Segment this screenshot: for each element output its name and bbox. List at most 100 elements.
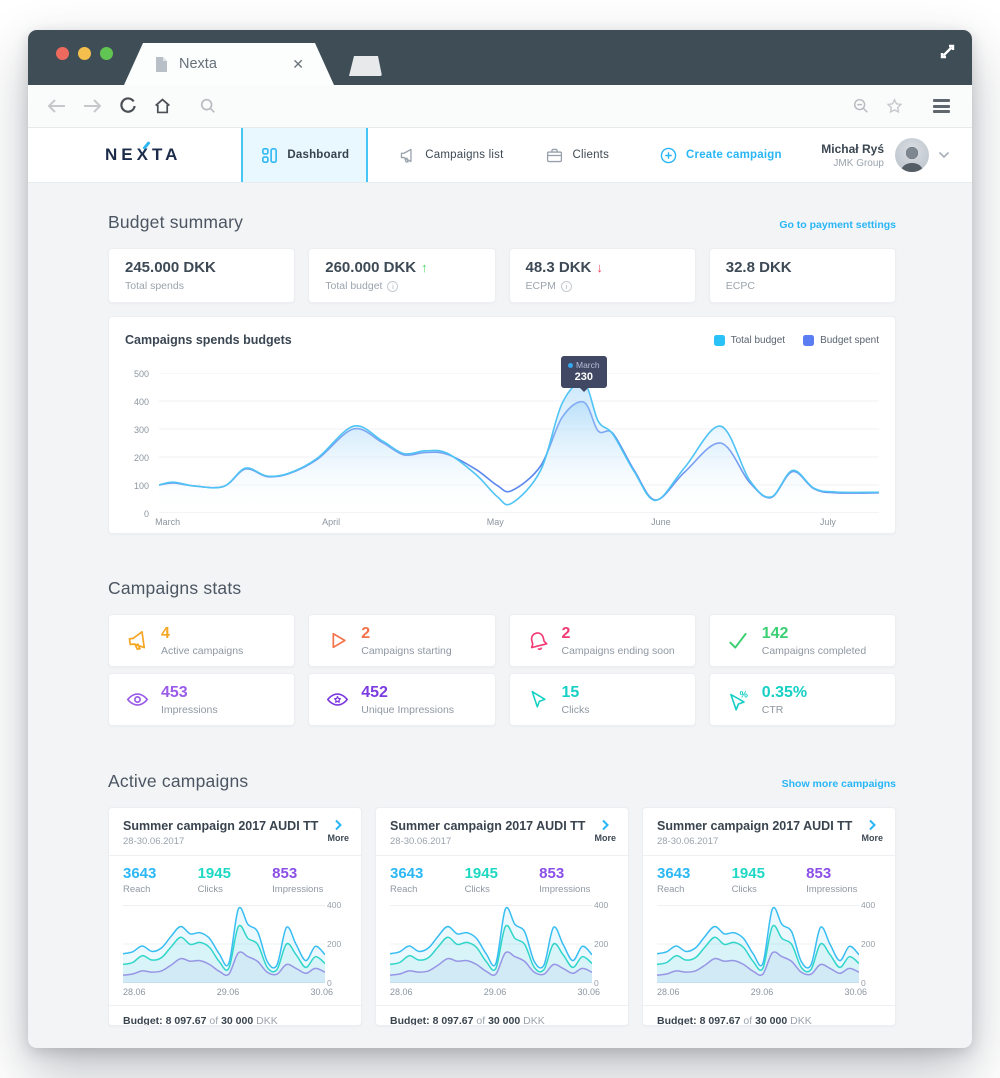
page-icon: [154, 56, 169, 73]
spend-chart-svg: [159, 373, 879, 513]
user-company: JMK Group: [833, 157, 884, 169]
budget-value: 48.3 DKK: [525, 259, 592, 276]
chart-tooltip: March 230: [560, 356, 607, 392]
stat-value: 2: [361, 624, 371, 642]
spend-chart-plot[interactable]: March 230: [159, 356, 879, 513]
campaign-dates: 28-30.06.2017: [123, 836, 185, 847]
minimize-window-button[interactable]: [78, 47, 91, 60]
budget-cards: 245.000 DKK Total spends 260.000 DKK ↑ T…: [108, 248, 896, 303]
legend-budget-spent[interactable]: Budget spent: [803, 334, 879, 346]
svg-text:%: %: [739, 689, 747, 699]
tab-campaigns-list[interactable]: Campaigns list: [384, 128, 517, 182]
stat-label: Active campaigns: [161, 644, 244, 657]
stat-label: Unique Impressions: [361, 703, 455, 716]
browser-tab[interactable]: Nexta ✕: [124, 43, 334, 85]
show-more-campaigns-link[interactable]: Show more campaigns: [781, 778, 896, 790]
campaign-card: Summer campaign 2017 AUDI TT 28-30.06.20…: [642, 807, 896, 1026]
browser-toolbar: [28, 85, 972, 128]
y-axis-labels: 0 100 200 300 400 500: [133, 369, 149, 519]
stat-value: 15: [561, 683, 580, 701]
mini-chart-svg: [123, 905, 325, 983]
create-campaign-label: Create campaign: [686, 149, 782, 161]
info-icon[interactable]: i: [560, 280, 572, 292]
nexta-logo[interactable]: NE X TA: [105, 145, 181, 165]
tab-clients[interactable]: Clients: [531, 128, 623, 182]
new-tab-button[interactable]: [345, 56, 382, 76]
campaign-stat-clicks: 1945 Clicks: [464, 865, 498, 895]
budget-card-ecpm: 48.3 DKK ↓ ECPM i: [508, 248, 696, 303]
search-icon[interactable]: [199, 97, 217, 115]
plus-circle-icon: [659, 146, 678, 165]
briefcase-icon: [545, 146, 564, 165]
campaign-dates: 28-30.06.2017: [390, 836, 452, 847]
cursor-icon: [524, 688, 552, 711]
campaign-stat-cards: 4 Active campaigns 2 Campaigns starting: [108, 614, 896, 726]
stat-label: Clicks: [561, 703, 590, 716]
home-icon[interactable]: [153, 97, 172, 115]
campaign-mini-chart[interactable]: 400 200 0: [390, 900, 608, 988]
campaign-title: Summer campaign 2017 AUDI TT: [390, 819, 586, 833]
tooltip-label: March: [575, 360, 600, 370]
forward-icon[interactable]: [82, 98, 103, 114]
logo-text: NE: [105, 145, 137, 164]
close-window-button[interactable]: [56, 47, 69, 60]
stat-label: Campaigns starting: [361, 644, 452, 657]
fullscreen-icon[interactable]: [937, 41, 958, 62]
campaign-stat-reach: 3643 Reach: [123, 865, 157, 895]
budget-card-ecpc: 32.8 DKK ECPC: [708, 248, 896, 303]
tab-close-icon[interactable]: ✕: [292, 55, 304, 72]
legend-label: Budget spent: [820, 334, 879, 346]
tab-title: Nexta: [179, 56, 217, 72]
budget-value: 260.000 DKK: [325, 259, 417, 276]
tooltip-dot: [567, 362, 573, 368]
stat-value: 2: [561, 624, 571, 642]
dashboard-content: Budget summary Go to payment settings 24…: [28, 183, 972, 1048]
active-campaigns-title: Active campaigns: [108, 771, 249, 791]
zoom-window-button[interactable]: [100, 47, 113, 60]
campaign-mini-chart[interactable]: 400 200 0: [657, 900, 875, 988]
tab-label: Dashboard: [287, 149, 350, 161]
stat-value: 0.35%: [761, 683, 808, 701]
megaphone-icon: [398, 146, 417, 165]
legend-label: Total budget: [730, 334, 786, 346]
campaign-title: Summer campaign 2017 AUDI TT: [123, 819, 319, 833]
mini-x-axis: 28.06 29.06 30.06: [390, 987, 600, 997]
star-icon[interactable]: [885, 97, 904, 116]
stat-label: CTR: [761, 703, 784, 716]
chevron-down-icon: [938, 151, 950, 159]
menu-icon[interactable]: [933, 99, 950, 113]
budget-label: ECPM: [525, 280, 556, 292]
back-icon[interactable]: [46, 98, 67, 114]
more-button[interactable]: More: [861, 819, 883, 843]
zoom-out-icon[interactable]: [852, 97, 870, 115]
stat-label: Impressions: [161, 703, 218, 716]
stat-card-campaigns-completed: 142 Campaigns completed: [708, 614, 896, 667]
chevron-right-icon: [602, 819, 610, 831]
trend-down-icon: ↓: [596, 260, 603, 275]
campaign-mini-chart[interactable]: 400 200 0: [123, 900, 341, 988]
stat-card-active-campaigns: 4 Active campaigns: [108, 614, 296, 667]
more-button[interactable]: More: [327, 819, 349, 843]
budget-label: Total budget: [325, 280, 383, 292]
play-icon: [323, 629, 351, 652]
budget-value: 32.8 DKK: [725, 259, 792, 276]
mini-y-axis: 400 200 0: [861, 900, 876, 988]
bell-icon: [524, 629, 552, 653]
tab-label: Clients: [572, 149, 610, 161]
legend-swatch: [803, 334, 815, 346]
stat-card-campaigns-ending: 2 Campaigns ending soon: [508, 614, 696, 667]
chevron-right-icon: [869, 819, 877, 831]
campaigns-stats-title: Campaigns stats: [108, 578, 242, 598]
more-button[interactable]: More: [594, 819, 616, 843]
payment-settings-link[interactable]: Go to payment settings: [779, 219, 896, 231]
campaign-stat-clicks: 1945 Clicks: [197, 865, 231, 895]
tab-dashboard[interactable]: Dashboard: [241, 128, 369, 182]
create-campaign-button[interactable]: Create campaign: [645, 128, 796, 182]
campaign-cards: Summer campaign 2017 AUDI TT 28-30.06.20…: [108, 807, 896, 1026]
megaphone-icon: [123, 628, 151, 653]
x-axis-labels: March April May June July: [155, 517, 836, 527]
legend-total-budget[interactable]: Total budget: [713, 334, 786, 346]
info-icon[interactable]: i: [387, 280, 399, 292]
reload-icon[interactable]: [118, 96, 138, 116]
user-menu[interactable]: Michał Ryś JMK Group: [821, 128, 972, 182]
